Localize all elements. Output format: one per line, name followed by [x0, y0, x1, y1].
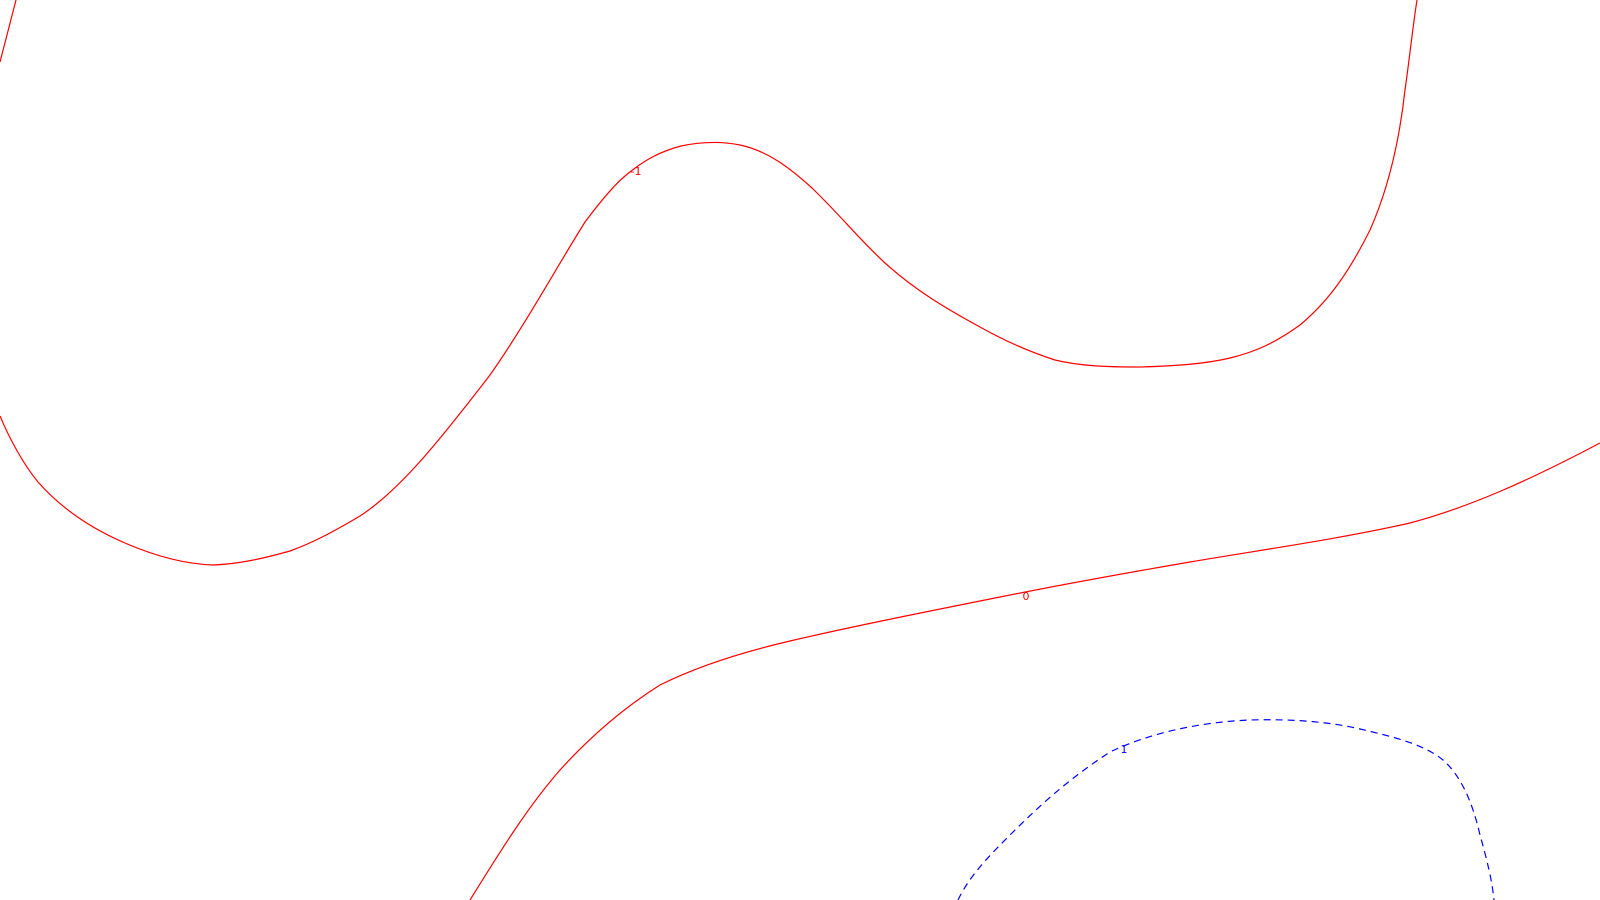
contour-line-0 [469, 442, 1600, 900]
contour-label-0: 0 [1023, 590, 1030, 603]
contour-label-1: 1 [1121, 743, 1128, 756]
contour-line-1 [957, 719, 1495, 900]
contour-label-minus-1: -1 [631, 165, 642, 178]
contour-line-minus-1 [0, 0, 1418, 566]
